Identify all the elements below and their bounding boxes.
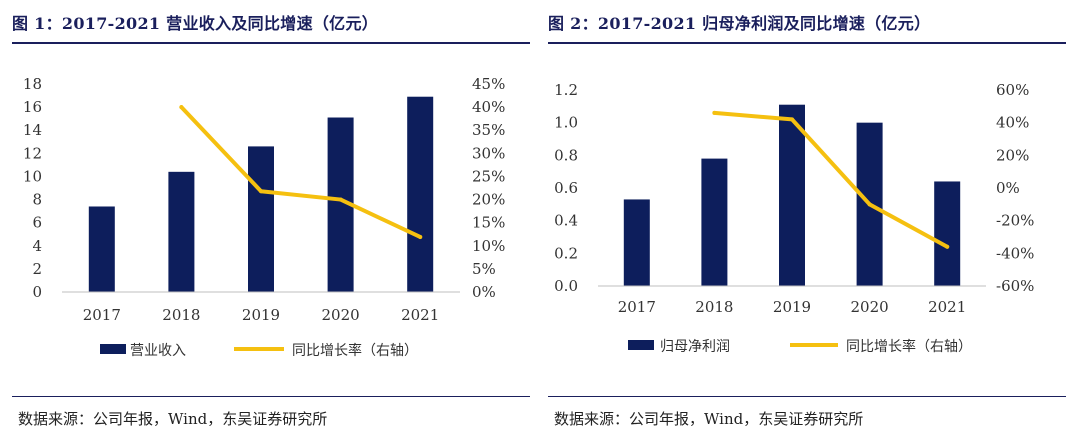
x-axis-tick-label: 2020 (851, 298, 889, 316)
growth-rate-point-2021 (418, 234, 423, 239)
right-axis-tick-label: 0% (996, 179, 1020, 197)
right-axis-tick-label: 60% (996, 81, 1029, 99)
right-axis-tick-label: 5% (472, 260, 496, 278)
title-rule (548, 42, 1066, 44)
x-axis-tick-label: 2020 (322, 306, 360, 324)
bar-2021 (407, 96, 434, 292)
legend-bar-label: 归母净利润 (660, 338, 730, 355)
left-axis-tick-label: 0.8 (554, 146, 578, 164)
right-axis-tick-label: 30% (472, 144, 505, 162)
x-axis-tick-label: 2021 (401, 306, 439, 324)
left-axis-tick-label: 6 (32, 214, 42, 232)
left-axis-tick-label: 1.2 (554, 81, 578, 99)
growth-rate-point-2021 (945, 244, 950, 249)
legend-line-label: 同比增长率（右轴） (846, 338, 972, 355)
chart-title: 图 1：2017-2021 营业收入及同比增速（亿元） (12, 14, 379, 33)
left-axis-tick-label: 14 (23, 121, 42, 139)
left-axis-tick-label: 16 (23, 98, 42, 116)
right-axis-tick-label: 15% (472, 214, 505, 232)
chart-title: 图 2：2017-2021 归母净利润及同比增速（亿元） (548, 14, 931, 33)
right-axis-tick-label: -60% (996, 277, 1034, 295)
left-axis-tick-label: 12 (23, 144, 42, 162)
left-axis-tick-label: 0.6 (554, 179, 578, 197)
x-axis-tick-label: 2019 (242, 306, 280, 324)
net-profit-chart: 0.0 0.2 0.4 0.6 0.8 1.0 1.2 -60% -40% -20% 0% 20% 40… (554, 81, 1034, 355)
legend-bar-swatch (100, 344, 126, 354)
right-axis-tick-label: -20% (996, 212, 1034, 230)
legend-bar-label: 营业收入 (130, 343, 186, 359)
x-axis-tick-label: 2019 (773, 298, 811, 316)
legend-line-label: 同比增长率（右轴） (292, 342, 418, 359)
left-axis-tick-label: 10 (23, 167, 42, 185)
revenue-chart: 0 2 4 6 8 10 12 14 16 18 0% 5% 10% 15% 20% 25% 30% 35% 40%… (23, 75, 505, 359)
data-source-note: 数据来源：公司年报，Wind，东吴证券研究所 (18, 410, 328, 428)
growth-rate-line (712, 110, 950, 249)
growth-rate-line (179, 105, 423, 239)
right-axis-tick-label: 35% (472, 121, 505, 139)
right-axis-tick-label: 0% (472, 283, 496, 301)
right-axis-tick-label: 25% (472, 167, 505, 185)
title-rule (12, 42, 530, 44)
right-axis-tick-label: 40% (472, 98, 505, 116)
left-axis-tick-label: 18 (23, 75, 42, 93)
bar-2018 (701, 158, 728, 286)
left-axis-tick-label: 0.2 (554, 244, 578, 262)
growth-rate-point-2020 (867, 202, 872, 207)
left-axis-tick-label: 2 (32, 260, 42, 278)
right-axis-tick-label: 40% (996, 114, 1029, 132)
source-rule (12, 396, 530, 397)
right-axis-tick-label: 20% (996, 146, 1029, 164)
right-axis-tick-label: 20% (472, 191, 505, 209)
x-axis-tick-label: 2017 (618, 298, 656, 316)
growth-rate-point-2019 (259, 189, 263, 194)
bar-2019 (248, 146, 274, 292)
source-rule (548, 396, 1066, 397)
left-axis-tick-label: 0.4 (554, 212, 578, 230)
chart-panel-net-profit: 图 2：2017-2021 归母净利润及同比增速（亿元） 0.0 0.2 0.4 0.… (548, 0, 1066, 446)
bar-2019 (779, 104, 805, 286)
x-axis-tick-label: 2021 (928, 298, 966, 316)
left-axis-tick-label: 4 (32, 237, 42, 255)
legend-bar-swatch (628, 340, 654, 350)
bar-2018 (168, 171, 195, 292)
growth-rate-point-2018 (712, 110, 717, 115)
bar-2021 (934, 181, 961, 286)
data-source-note: 数据来源：公司年报，Wind，东吴证券研究所 (554, 410, 864, 428)
left-axis-tick-label: 8 (32, 191, 42, 209)
growth-rate-point-2018 (179, 105, 184, 110)
x-axis-tick-label: 2018 (162, 306, 200, 324)
right-axis-tick-label: 45% (472, 75, 505, 93)
chart-panel-revenue: 图 1：2017-2021 营业收入及同比增速（亿元） 0 2 4 6 8 10 12 14 1… (12, 0, 530, 446)
left-axis-tick-label: 0 (32, 283, 42, 301)
x-axis-tick-label: 2018 (695, 298, 733, 316)
bar-2017 (623, 199, 650, 286)
left-axis-tick-label: 0.0 (554, 277, 578, 295)
x-axis-tick-label: 2017 (83, 306, 121, 324)
growth-rate-point-2019 (790, 117, 794, 122)
growth-rate-point-2020 (338, 197, 343, 202)
bar-2017 (88, 206, 115, 292)
right-axis-tick-label: 10% (472, 237, 505, 255)
right-axis-tick-label: -40% (996, 244, 1034, 262)
left-axis-tick-label: 1.0 (554, 114, 578, 132)
